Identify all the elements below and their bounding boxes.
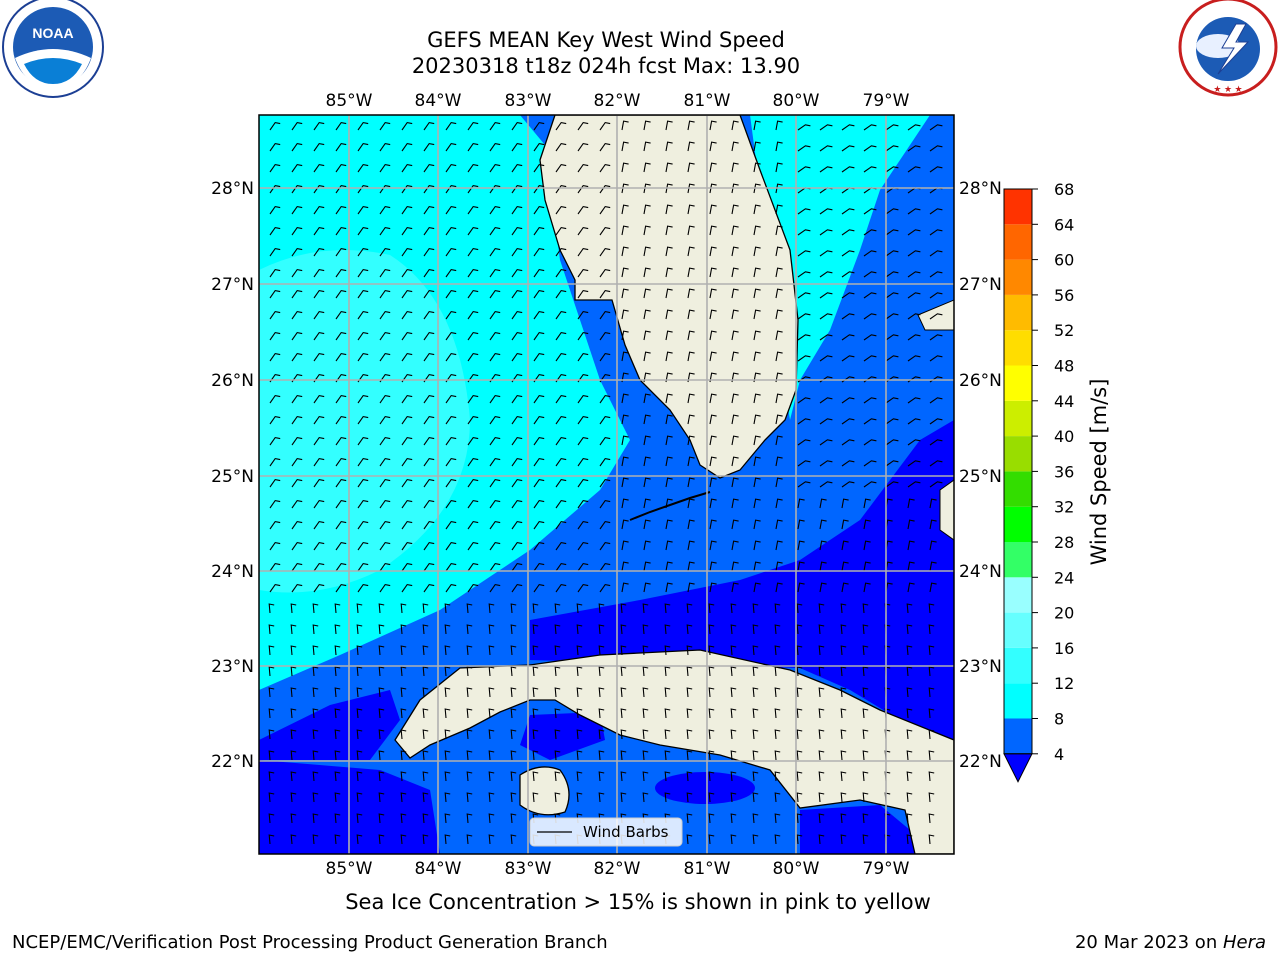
colorbar-tick-label: 52 — [1054, 321, 1074, 340]
colorbar-tick-label: 16 — [1054, 639, 1074, 658]
colorbar-bin — [1004, 612, 1032, 648]
colorbar-bin — [1004, 683, 1032, 719]
lat-label-right: 25°N — [959, 467, 1002, 487]
colorbar-bin — [1004, 294, 1032, 331]
lon-labels-top: 85°W 84°W 83°W 82°W 81°W 80°W 79°W — [326, 91, 910, 111]
lat-label-right: 22°N — [959, 752, 1002, 772]
credit-branch: NCEP/EMC/Verification Post Processing Pr… — [12, 932, 608, 953]
credit-host: Hera — [1222, 932, 1266, 953]
colorbar-bin — [1004, 189, 1032, 225]
colorbar-tick-label: 12 — [1054, 674, 1074, 693]
lat-label-left: 28°N — [211, 179, 254, 199]
map-title-line1: GEFS MEAN Key West Wind Speed — [427, 28, 785, 52]
colorbar-tick-label: 28 — [1054, 533, 1074, 552]
lat-label-left: 27°N — [211, 275, 254, 295]
colorbar-tick-label: 32 — [1054, 498, 1074, 517]
colorbar-tick-label: 64 — [1054, 215, 1074, 234]
lat-label-right: 24°N — [959, 562, 1002, 582]
lat-label-left: 26°N — [211, 371, 254, 391]
colorbar-bin — [1004, 718, 1032, 754]
lon-label-top: 80°W — [773, 91, 820, 111]
map-title-line2: 20230318 t18z 024h fcst Max: 13.90 — [411, 54, 801, 78]
wind-speed-map — [259, 115, 954, 854]
colorbar-bin — [1004, 224, 1032, 260]
lon-label-bottom: 85°W — [326, 859, 373, 879]
noaa-logo-text: NOAA — [32, 25, 73, 41]
lat-label-left: 25°N — [211, 467, 254, 487]
colorbar-tick-label: 48 — [1054, 357, 1074, 376]
lon-label-bottom: 83°W — [505, 859, 552, 879]
lon-label-top: 83°W — [505, 91, 552, 111]
colorbar-bin — [1004, 365, 1032, 401]
lat-label-right: 28°N — [959, 179, 1002, 199]
nws-logo: ★ ★ ★ — [1178, 0, 1278, 97]
credit-date-host: 20 Mar 2023 on Hera — [1074, 932, 1266, 953]
lon-label-bottom: 80°W — [773, 859, 820, 879]
colorbar-bin — [1004, 259, 1032, 295]
lat-label-right: 26°N — [959, 371, 1002, 391]
colorbar-tick-label: 20 — [1054, 604, 1074, 623]
colorbar-bin — [1004, 647, 1032, 684]
lat-labels-right: 28°N 27°N 26°N 25°N 24°N 23°N 22°N — [959, 179, 1002, 772]
colorbar-bin — [1004, 506, 1032, 542]
colorbar-bin — [1004, 577, 1032, 613]
colorbar-tick-label: 24 — [1054, 568, 1074, 587]
map-legend: Wind Barbs — [529, 817, 683, 847]
svg-text:★ ★ ★: ★ ★ ★ — [1213, 84, 1242, 94]
lon-label-bottom: 82°W — [594, 859, 641, 879]
colorbar-tick-label: 68 — [1054, 180, 1074, 199]
lat-label-left: 23°N — [211, 657, 254, 677]
lat-label-right: 23°N — [959, 657, 1002, 677]
colorbar-tick-label: 44 — [1054, 392, 1074, 411]
colorbar-bin — [1004, 471, 1032, 507]
colorbar-tick-label: 40 — [1054, 427, 1074, 446]
colorbar-tick-label: 56 — [1054, 286, 1074, 305]
colorbar-tick-label: 36 — [1054, 462, 1074, 481]
colorbar-bin — [1004, 330, 1032, 366]
sea-ice-note: Sea Ice Concentration > 15% is shown in … — [345, 890, 931, 914]
lat-label-left: 22°N — [211, 752, 254, 772]
noaa-logo: NOAA — [2, 0, 104, 98]
lat-labels-left: 28°N 27°N 26°N 25°N 24°N 23°N 22°N — [211, 179, 254, 772]
colorbar-tick-label: 8 — [1054, 710, 1064, 729]
lon-label-top: 85°W — [326, 91, 373, 111]
colorbar-label: Wind Speed [m/s] — [1087, 379, 1111, 566]
lat-label-left: 24°N — [211, 562, 254, 582]
legend-label: Wind Barbs — [583, 823, 669, 841]
lon-label-top: 79°W — [863, 91, 910, 111]
colorbar-tick-label: 4 — [1054, 745, 1064, 764]
colorbar-under-triangle — [1003, 753, 1033, 783]
lon-label-top: 81°W — [684, 91, 731, 111]
map-gridlines — [259, 115, 954, 854]
colorbar-bin — [1004, 436, 1032, 472]
lon-label-bottom: 84°W — [415, 859, 462, 879]
colorbar-tick-label: 60 — [1054, 251, 1074, 270]
colorbar-bin — [1004, 400, 1032, 437]
lon-label-top: 84°W — [415, 91, 462, 111]
colorbar-bin — [1004, 542, 1032, 578]
lon-labels-bottom: 85°W 84°W 83°W 82°W 81°W 80°W 79°W — [326, 859, 910, 879]
lon-label-bottom: 79°W — [863, 859, 910, 879]
lat-label-right: 27°N — [959, 275, 1002, 295]
lon-label-top: 82°W — [594, 91, 641, 111]
lon-label-bottom: 81°W — [684, 859, 731, 879]
